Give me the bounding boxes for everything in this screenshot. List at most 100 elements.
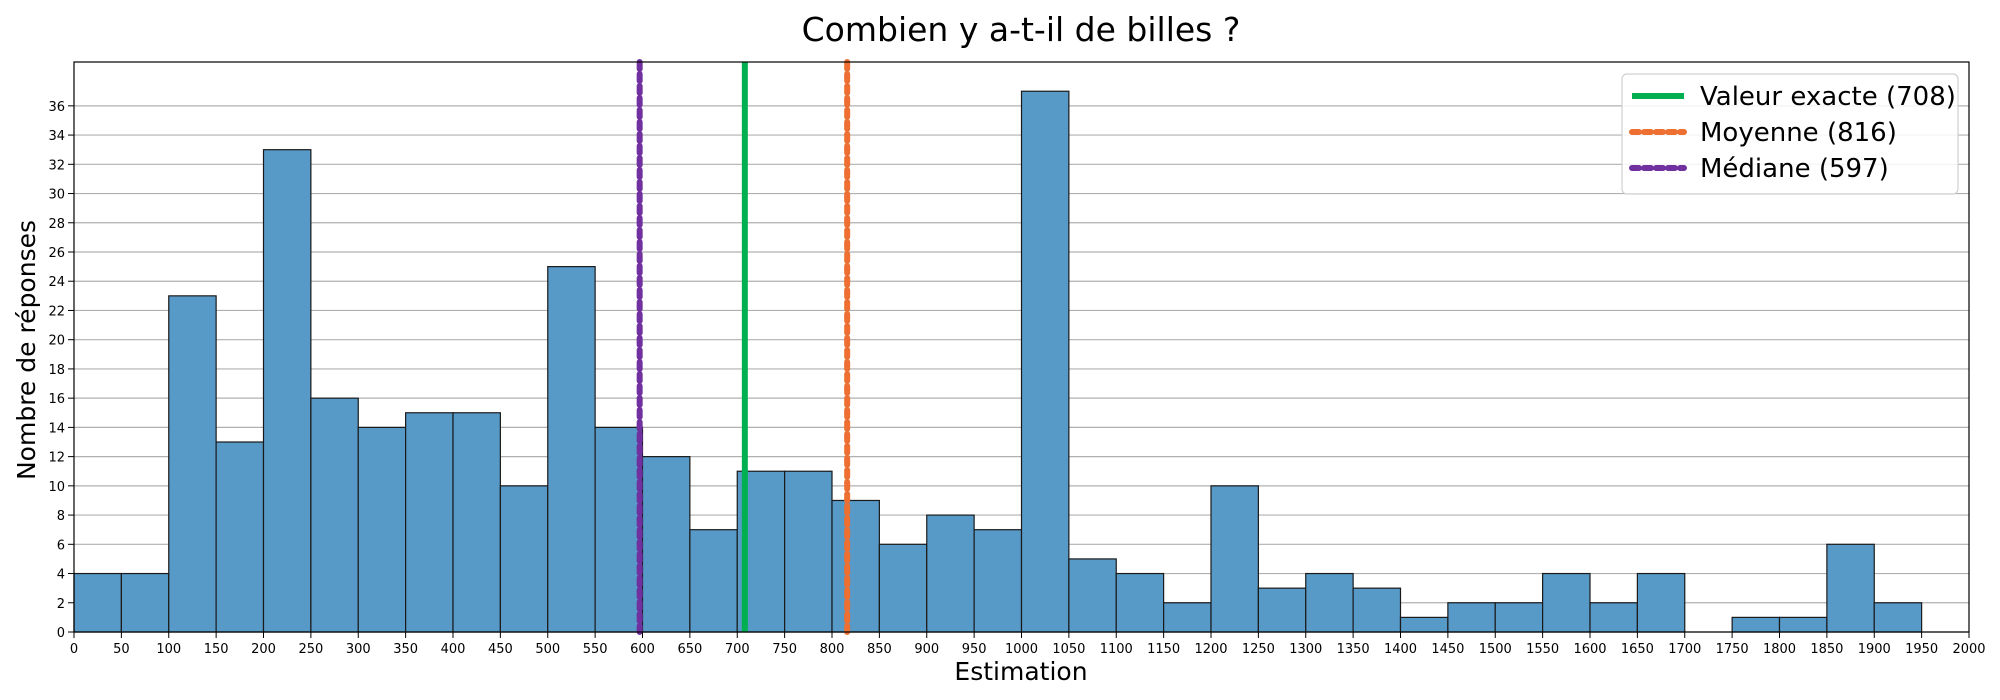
y-tick-label: 32 (48, 158, 65, 173)
x-tick-label: 1150 (1147, 642, 1180, 657)
legend-label: Valeur exacte (708) (1700, 82, 1956, 112)
x-tick-label: 50 (113, 642, 130, 657)
y-tick-label: 4 (57, 568, 65, 583)
y-tick-label: 24 (48, 275, 65, 290)
histogram-bar (1020, 90, 1070, 633)
x-axis-ticks: 0 50 100 150 200 250 300 350 400 450 500 550 600 650 7… (70, 632, 1986, 657)
histogram-bar (168, 295, 217, 633)
legend-label: Moyenne (816) (1700, 118, 1897, 148)
histogram-bar (973, 529, 1023, 633)
y-tick-label: 36 (48, 100, 65, 115)
histogram-bar (926, 514, 975, 633)
x-tick-label: 400 (441, 642, 466, 657)
y-tick-label: 12 (48, 451, 65, 466)
x-tick-label: 500 (535, 642, 560, 657)
legend-label: Médiane (597) (1700, 154, 1889, 184)
x-tick-label: 250 (298, 642, 323, 657)
histogram-bar (215, 441, 265, 633)
x-tick-label: 650 (677, 642, 702, 657)
x-tick-label: 600 (630, 642, 655, 657)
histogram-bar (1731, 616, 1781, 633)
x-tick-label: 1650 (1621, 642, 1654, 657)
histogram-bar (1257, 587, 1307, 633)
y-tick-label: 16 (48, 392, 65, 407)
histogram-bar (1210, 485, 1259, 633)
histogram-bar (1399, 616, 1449, 633)
histogram-bar (689, 529, 738, 633)
reference-lines (636, 59, 851, 635)
legend: Valeur exacte (708) Moyenne (816) Médiane … (1621, 73, 1959, 195)
histogram-bar (547, 266, 596, 633)
x-tick-label: 1550 (1526, 642, 1559, 657)
y-tick-label: 30 (48, 188, 65, 203)
x-tick-label: 1850 (1810, 642, 1843, 657)
histogram-bar (310, 397, 359, 633)
histogram-bar (1163, 602, 1212, 633)
histogram-bar (878, 543, 928, 633)
x-tick-label: 1500 (1479, 642, 1512, 657)
x-tick-label: 1950 (1905, 642, 1938, 657)
x-axis-label: Estimation (954, 657, 1087, 686)
y-tick-label: 26 (48, 246, 65, 261)
x-tick-label: 1800 (1763, 642, 1796, 657)
y-tick-label: 20 (48, 334, 65, 349)
histogram-bar (1826, 543, 1875, 633)
x-tick-label: 450 (488, 642, 513, 657)
x-tick-label: 300 (346, 642, 371, 657)
histogram-bar (452, 412, 501, 633)
y-tick-label: 10 (48, 480, 65, 495)
y-tick-label: 28 (48, 217, 65, 232)
y-tick-label: 2 (57, 597, 65, 612)
x-tick-label: 1600 (1573, 642, 1606, 657)
y-axis-label: Nombre de réponses (12, 220, 41, 480)
x-tick-label: 150 (204, 642, 229, 657)
x-tick-label: 200 (251, 642, 276, 657)
x-tick-label: 1700 (1668, 642, 1701, 657)
x-tick-label: 850 (867, 642, 892, 657)
histogram-bar (73, 572, 122, 633)
x-tick-label: 950 (962, 642, 987, 657)
histogram-bar (1352, 587, 1402, 633)
histogram-bar (1068, 558, 1117, 633)
x-tick-label: 1200 (1194, 642, 1227, 657)
x-tick-label: 550 (583, 642, 608, 657)
x-tick-label: 1900 (1858, 642, 1891, 657)
x-tick-label: 1350 (1337, 642, 1370, 657)
x-tick-label: 700 (725, 642, 750, 657)
x-tick-label: 0 (70, 642, 78, 657)
histogram-bar (831, 499, 880, 633)
histogram-bar (405, 412, 454, 633)
y-tick-label: 6 (57, 538, 65, 553)
y-tick-label: 0 (57, 626, 65, 641)
x-tick-label: 1750 (1716, 642, 1749, 657)
histogram-bar (1778, 616, 1828, 633)
x-tick-label: 900 (914, 642, 939, 657)
x-tick-label: 1250 (1242, 642, 1275, 657)
histogram-bar (1542, 572, 1591, 633)
histogram-bar (499, 485, 549, 633)
histogram-bar (1589, 602, 1638, 633)
x-tick-label: 1100 (1100, 642, 1133, 657)
histogram-bar (120, 572, 170, 633)
x-tick-label: 800 (820, 642, 845, 657)
x-tick-label: 1300 (1289, 642, 1322, 657)
chart-title: Combien y a-t-il de billes ? (802, 10, 1241, 49)
y-tick-label: 18 (48, 363, 65, 378)
y-tick-label: 8 (57, 509, 65, 524)
x-tick-label: 1050 (1052, 642, 1085, 657)
histogram-bar (1447, 602, 1496, 633)
histogram-bar (357, 426, 407, 633)
histogram-bar (1494, 602, 1544, 633)
x-tick-label: 1400 (1384, 642, 1417, 657)
x-tick-label: 100 (156, 642, 181, 657)
y-tick-label: 14 (48, 421, 65, 436)
histogram-bar (1115, 572, 1165, 633)
histogram-bar (784, 470, 833, 633)
x-tick-label: 1450 (1431, 642, 1464, 657)
histogram-bar (641, 456, 691, 633)
y-tick-label: 22 (48, 304, 65, 319)
histogram-bar (1305, 572, 1354, 633)
histogram-bar (1873, 602, 1923, 633)
